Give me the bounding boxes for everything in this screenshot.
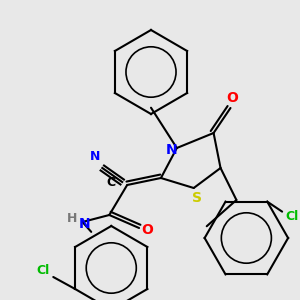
Text: C: C (107, 176, 116, 190)
Text: O: O (226, 91, 238, 105)
Text: Cl: Cl (37, 265, 50, 278)
Text: Cl: Cl (285, 210, 299, 223)
Text: H: H (67, 212, 78, 224)
Text: N: N (79, 217, 90, 231)
Text: N: N (166, 143, 178, 157)
Text: O: O (141, 223, 153, 237)
Text: S: S (192, 191, 202, 205)
Text: N: N (90, 151, 100, 164)
